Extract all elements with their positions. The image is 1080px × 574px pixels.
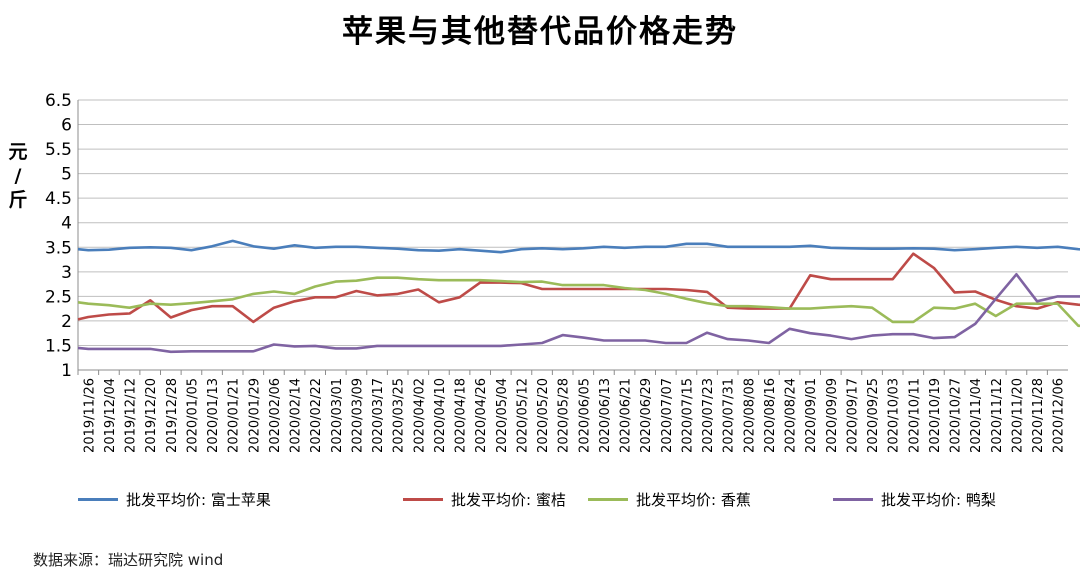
x-tick-label: 2020/07/15 xyxy=(680,378,695,453)
x-tick-label: 2020/01/05 xyxy=(185,378,200,453)
x-tick-label: 2020/01/21 xyxy=(227,378,242,453)
x-tick-label: 2019/12/12 xyxy=(124,378,139,453)
x-tick-label: 2020/04/18 xyxy=(454,378,469,453)
y-axis-label-char: 元 xyxy=(8,141,27,163)
x-tick-label: 2020/03/25 xyxy=(392,378,407,453)
x-tick-label: 2020/10/03 xyxy=(887,378,902,453)
x-tick-label: 2020/11/28 xyxy=(1031,378,1046,453)
y-tick-label: 5.5 xyxy=(45,140,72,160)
x-tick-label: 2020/10/11 xyxy=(907,378,922,453)
x-tick-label: 2020/06/21 xyxy=(619,378,634,453)
x-tick-label: 2020/12/06 xyxy=(1052,378,1067,453)
x-tick-label: 2020/01/29 xyxy=(247,378,262,453)
x-tick-label: 2020/04/26 xyxy=(474,378,489,453)
x-tick-label: 2019/12/28 xyxy=(165,378,180,453)
y-tick-label: 1.5 xyxy=(45,336,72,356)
legend-item: 批发平均价: 富士苹果 xyxy=(78,489,271,509)
x-tick-label: 2019/12/04 xyxy=(103,378,118,453)
source-note: 数据来源：瑞达研究院 wind xyxy=(33,551,224,569)
legend-label: 批发平均价: 富士苹果 xyxy=(126,490,271,509)
x-tick-labels: 2019/11/26 2019/12/04 2019/12/12 2019/12/20… xyxy=(77,370,1067,453)
x-tick-label: 2020/08/08 xyxy=(742,378,757,453)
x-tick-label: 2020/06/29 xyxy=(639,378,654,453)
x-tick-label: 2020/02/06 xyxy=(268,378,283,453)
x-tick-label: 2020/07/23 xyxy=(701,378,716,453)
y-tick-labels: 1 1.5 2 2.5 3 3.5 4 4.5 5 5.5 6 6.5 xyxy=(45,91,72,381)
x-tick-label: 2020/08/16 xyxy=(763,378,778,453)
x-tick-label: 2020/11/20 xyxy=(1010,378,1025,453)
x-tick-label: 2020/08/24 xyxy=(784,378,799,453)
legend-item: 批发平均价: 鸭梨 xyxy=(833,489,996,509)
y-axis-label-char: / xyxy=(15,165,22,187)
x-tick-label: 2020/09/17 xyxy=(845,378,860,453)
y-tick-label: 3 xyxy=(61,263,72,283)
x-tick-label: 2020/03/09 xyxy=(350,378,365,453)
y-tick-label: 6.5 xyxy=(45,91,72,111)
x-tick-label: 2020/11/04 xyxy=(969,378,984,453)
y-tick-label: 3.5 xyxy=(45,238,72,258)
x-tick-label: 2020/01/13 xyxy=(206,378,221,453)
legend-swatch xyxy=(78,497,118,501)
y-tick-label: 2 xyxy=(61,312,72,332)
x-tick-label: 2020/09/25 xyxy=(866,378,881,453)
series-lines xyxy=(77,239,1080,354)
y-axis-label-char: 斤 xyxy=(8,189,27,211)
x-tick-label: 2020/06/05 xyxy=(577,378,592,453)
y-tick-label: 2.5 xyxy=(45,287,72,307)
grid-lines xyxy=(77,99,1068,371)
legend-label: 批发平均价: 鸭梨 xyxy=(881,490,996,509)
legend-label: 批发平均价: 蜜桔 xyxy=(451,490,566,509)
legend: 批发平均价: 富士苹果 批发平均价: 蜜桔 批发平均价: 香蕉 批发平均价: 鸭梨 xyxy=(78,489,1068,509)
x-tick-label: 2020/04/02 xyxy=(412,378,427,453)
legend-label: 批发平均价: 香蕉 xyxy=(636,490,751,509)
x-tick-label: 2019/11/26 xyxy=(82,378,97,453)
x-tick-label: 2020/04/10 xyxy=(433,378,448,453)
legend-swatch xyxy=(588,497,628,501)
x-tick-label: 2020/07/07 xyxy=(660,378,675,453)
y-tick-label: 4.5 xyxy=(45,189,72,209)
x-tick-label: 2020/09/09 xyxy=(825,378,840,453)
x-tick-label: 2020/05/28 xyxy=(557,378,572,453)
x-tick-label: 2020/02/14 xyxy=(289,378,304,453)
x-tick-label: 2020/10/27 xyxy=(949,378,964,453)
x-tick-label: 2020/05/04 xyxy=(495,378,510,453)
x-tick-label: 2020/07/31 xyxy=(722,378,737,453)
legend-item: 批发平均价: 香蕉 xyxy=(588,489,751,509)
x-tick-label: 2020/02/22 xyxy=(309,378,324,453)
x-tick-label: 2020/06/13 xyxy=(598,378,613,453)
legend-item: 批发平均价: 蜜桔 xyxy=(403,489,566,509)
chart-title: 苹果与其他替代品价格走势 xyxy=(342,14,738,50)
x-tick-label: 2020/03/17 xyxy=(371,378,386,453)
y-tick-label: 6 xyxy=(61,116,72,136)
x-tick-label: 2020/09/01 xyxy=(804,378,819,453)
series-line-3 xyxy=(77,272,1080,354)
y-axis-label: 元/斤 xyxy=(8,141,27,211)
series-line-0 xyxy=(77,239,1080,254)
y-tick-label: 1 xyxy=(61,361,72,381)
legend-swatch xyxy=(403,497,443,501)
x-tick-label: 2020/05/20 xyxy=(536,378,551,453)
x-tick-label: 2020/03/01 xyxy=(330,378,345,453)
x-tick-label: 2020/11/12 xyxy=(990,378,1005,453)
series-line-2 xyxy=(77,276,1080,328)
x-tick-label: 2020/05/12 xyxy=(515,378,530,453)
legend-swatch xyxy=(833,497,873,501)
y-tick-label: 4 xyxy=(61,214,72,234)
y-tick-label: 5 xyxy=(61,165,72,185)
x-tick-label: 2019/12/20 xyxy=(144,378,159,453)
x-tick-label: 2020/10/19 xyxy=(928,378,943,453)
